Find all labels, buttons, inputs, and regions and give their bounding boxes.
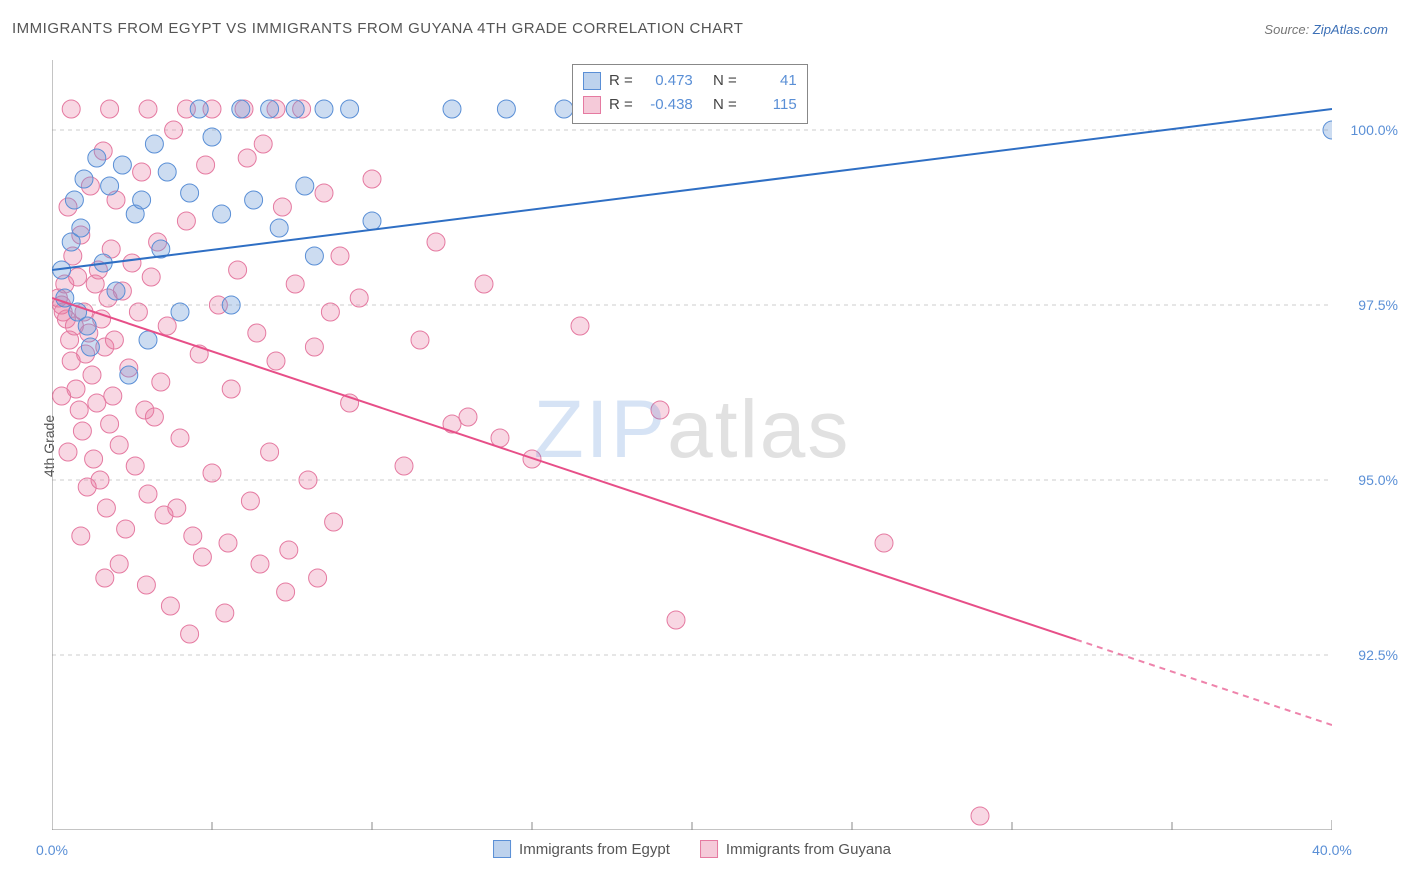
stats-N-label: N = bbox=[713, 93, 737, 117]
legend-label-egypt: Immigrants from Egypt bbox=[519, 841, 670, 858]
chart-area: ZIPatlas R = 0.473 N = 41 R = -0.438 N =… bbox=[52, 60, 1332, 830]
legend-swatch-guyana bbox=[700, 840, 718, 858]
stats-R-egypt: 0.473 bbox=[641, 69, 693, 93]
source-label: Source: bbox=[1264, 22, 1309, 37]
legend-swatch-egypt bbox=[493, 840, 511, 858]
stats-R-label: R = bbox=[609, 93, 633, 117]
legend-swatch-guyana bbox=[583, 96, 601, 114]
legend-swatch-egypt bbox=[583, 72, 601, 90]
source-attribution: Source: ZipAtlas.com bbox=[1264, 22, 1388, 37]
x-tick-label: 0.0% bbox=[36, 842, 68, 858]
source-link[interactable]: ZipAtlas.com bbox=[1313, 22, 1388, 37]
stats-R-guyana: -0.438 bbox=[641, 93, 693, 117]
bottom-legend: Immigrants from Egypt Immigrants from Gu… bbox=[493, 840, 891, 858]
legend-item-egypt: Immigrants from Egypt bbox=[493, 840, 670, 858]
y-tick-label: 100.0% bbox=[1351, 122, 1398, 138]
y-tick-label: 97.5% bbox=[1358, 297, 1398, 313]
scatter-plot bbox=[52, 60, 1332, 830]
stats-row-egypt: R = 0.473 N = 41 bbox=[583, 69, 797, 93]
x-tick-label: 40.0% bbox=[1312, 842, 1352, 858]
correlation-stats-box: R = 0.473 N = 41 R = -0.438 N = 115 bbox=[572, 64, 808, 124]
stats-row-guyana: R = -0.438 N = 115 bbox=[583, 93, 797, 117]
y-tick-label: 92.5% bbox=[1358, 647, 1398, 663]
legend-item-guyana: Immigrants from Guyana bbox=[700, 840, 891, 858]
chart-title: IMMIGRANTS FROM EGYPT VS IMMIGRANTS FROM… bbox=[12, 20, 743, 37]
stats-R-label: R = bbox=[609, 69, 633, 93]
y-tick-label: 95.0% bbox=[1358, 472, 1398, 488]
legend-label-guyana: Immigrants from Guyana bbox=[726, 841, 891, 858]
stats-N-label: N = bbox=[713, 69, 737, 93]
stats-N-guyana: 115 bbox=[745, 93, 797, 117]
stats-N-egypt: 41 bbox=[745, 69, 797, 93]
